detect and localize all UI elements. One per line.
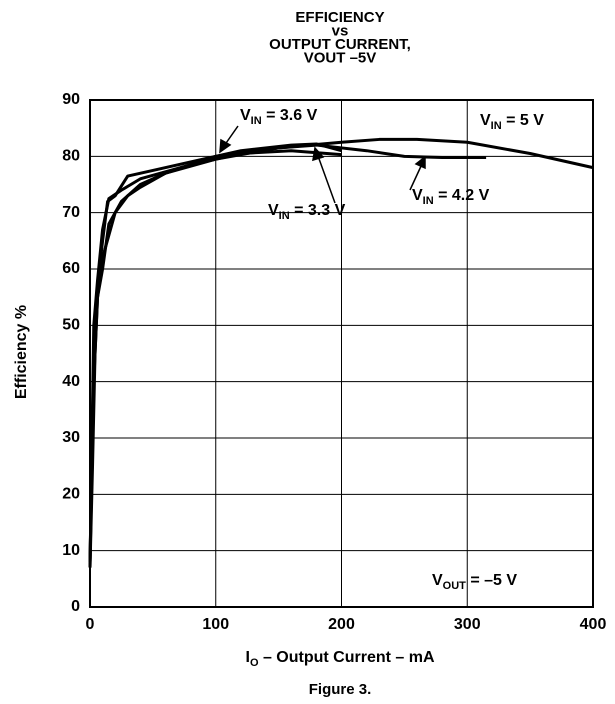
arrowhead	[219, 138, 232, 154]
y-axis-label: Efficiency %	[13, 305, 30, 399]
y-tick-label: 80	[62, 148, 80, 165]
series-line	[88, 149, 342, 568]
series-label: VIN = 3.3 V	[268, 202, 346, 222]
x-tick-label: 0	[86, 616, 95, 633]
y-tick-label: 40	[62, 373, 80, 390]
caption: Figure 3.	[309, 681, 372, 698]
y-tick-label: 10	[62, 542, 80, 559]
x-tick-label: 100	[202, 616, 229, 633]
series-label: VIN = 5 V	[480, 112, 544, 132]
x-axis-label: IO – Output Current – mA	[245, 649, 434, 669]
x-tick-label: 300	[454, 616, 481, 633]
x-tick-label: 200	[328, 616, 355, 633]
arrow	[317, 155, 336, 204]
series-label: VIN = 4.2 V	[412, 187, 490, 207]
annotation: VOUT = –5 V	[432, 572, 517, 592]
x-tick-label: 400	[580, 616, 607, 633]
y-tick-label: 30	[62, 429, 80, 446]
chart-title: VOUT –5V	[304, 49, 377, 66]
y-tick-label: 0	[71, 598, 80, 615]
chart-title: OUTPUT CURRENT,	[269, 36, 411, 53]
series-line	[88, 143, 487, 562]
y-tick-label: 90	[62, 91, 80, 108]
chart-title: EFFICIENCY	[295, 9, 384, 26]
arrows	[219, 125, 426, 204]
series-label: VIN = 3.6 V	[240, 107, 318, 127]
arrowhead	[414, 155, 426, 170]
arrow	[409, 163, 423, 191]
plot-frame	[89, 99, 594, 608]
y-tick-label: 50	[62, 317, 80, 334]
y-tick-label: 70	[62, 204, 80, 221]
y-tick-label: 60	[62, 260, 80, 277]
chart-title: vs	[332, 22, 349, 39]
y-tick-label: 20	[62, 486, 80, 503]
